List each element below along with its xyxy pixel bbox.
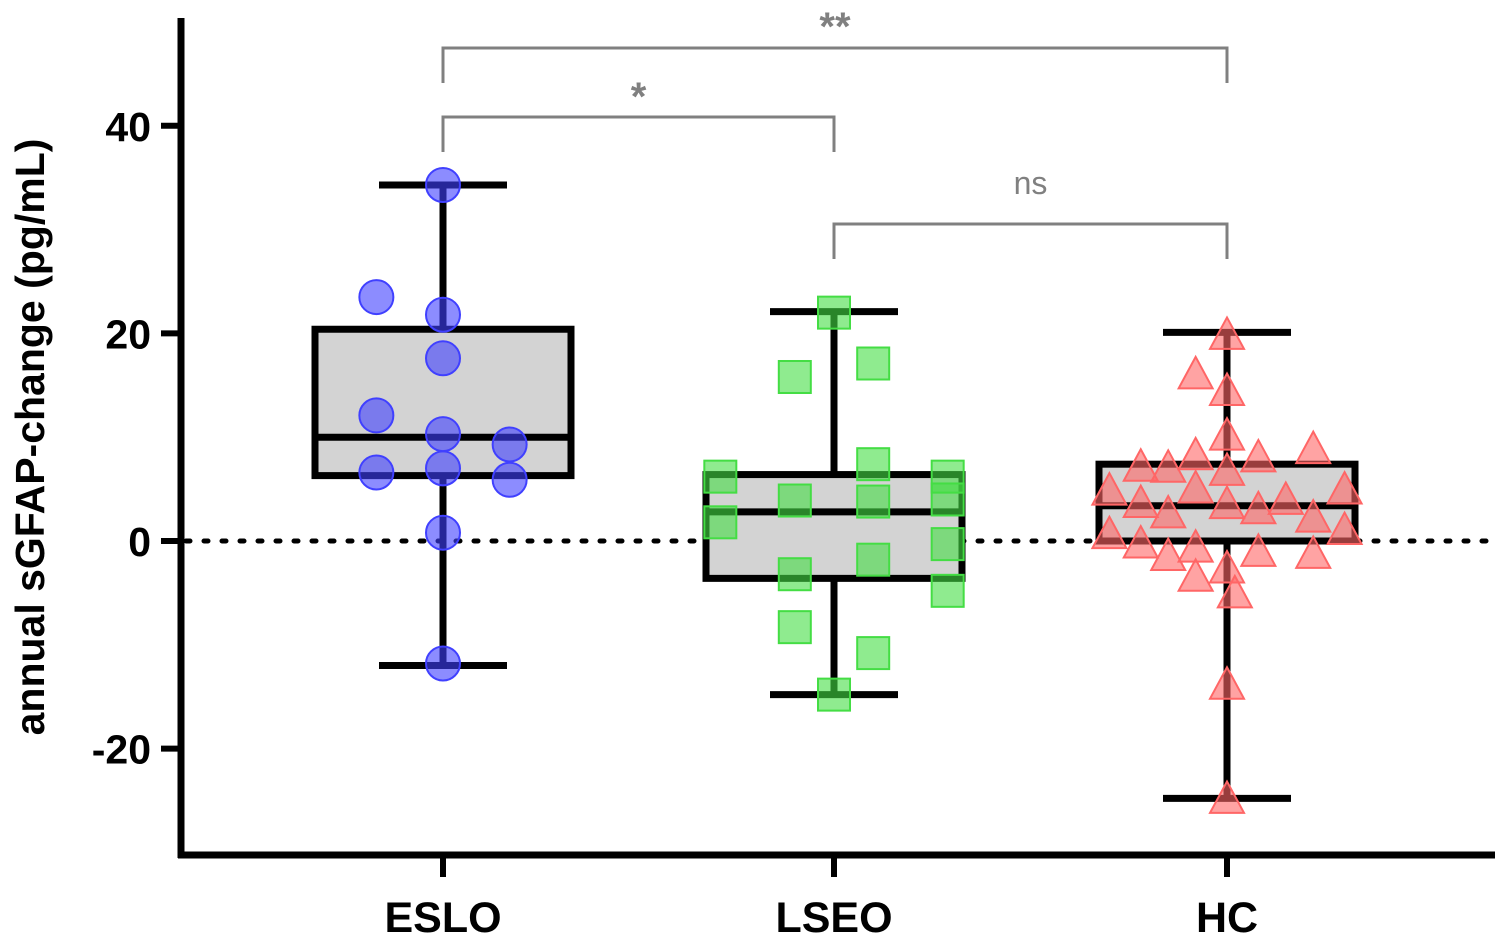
point-lseo [930, 527, 965, 562]
y-tick-label: -20 [92, 727, 151, 773]
y-tick-label: 40 [105, 104, 151, 150]
point-hc [1208, 416, 1246, 451]
bracket-eslo-lseo [441, 115, 836, 152]
bracket-eslo-hc [441, 46, 1229, 83]
point-hc [1294, 498, 1332, 533]
bracket-lseo-hc [832, 222, 1229, 259]
point-lseo [856, 542, 891, 577]
point-lseo [856, 636, 891, 671]
point-hc [1216, 573, 1254, 609]
point-hc [1208, 779, 1246, 814]
point-hc [1208, 665, 1246, 700]
point-eslo [358, 454, 395, 491]
significance-label: ** [819, 5, 851, 49]
point-eslo [425, 166, 461, 203]
y-axis-label: annual sGFAP-change (pg/mL) [7, 139, 53, 736]
y-tick-label: 20 [105, 311, 151, 357]
point-hc [1239, 489, 1278, 525]
x-tick-label: HC [1196, 894, 1258, 940]
point-lseo [777, 359, 812, 394]
axes: -20 0 20 40 ESLO LSEO HC [92, 18, 1495, 940]
point-hc [1176, 468, 1215, 504]
point-eslo [425, 416, 461, 453]
point-hc [1208, 548, 1246, 584]
point-eslo [425, 296, 461, 333]
point-hc [1208, 315, 1246, 350]
point-hc [1239, 437, 1278, 473]
x-tick-label: ESLO [384, 894, 501, 940]
y-tick-label: 0 [128, 519, 151, 565]
point-eslo [358, 397, 395, 434]
point-lseo [777, 557, 812, 592]
point-hc [1122, 483, 1160, 519]
point-lseo [856, 484, 891, 519]
point-eslo [491, 426, 528, 463]
point-lseo [703, 505, 738, 540]
point-lseo [777, 610, 812, 645]
point-hc [1208, 484, 1246, 520]
point-hc [1149, 493, 1187, 529]
iqr-box [702, 471, 966, 582]
point-hc [1294, 534, 1332, 569]
point-lseo [703, 459, 738, 494]
point-eslo [491, 461, 528, 498]
point-lseo [930, 573, 965, 608]
point-lseo [856, 447, 891, 482]
point-hc [1090, 471, 1129, 506]
point-lseo [930, 482, 965, 517]
point-hc [1294, 429, 1332, 465]
point-eslo [425, 514, 461, 551]
data-points [358, 166, 1364, 814]
point-lseo [817, 295, 851, 330]
point-lseo [817, 677, 851, 712]
point-hc [1239, 532, 1278, 567]
point-hc [1149, 536, 1187, 571]
point-hc [1325, 469, 1364, 505]
point-lseo [856, 346, 891, 381]
x-tick-label: LSEO [775, 894, 892, 940]
point-hc [1176, 435, 1215, 471]
point-lseo [777, 483, 812, 518]
point-hc [1176, 557, 1215, 592]
point-hc [1122, 523, 1160, 559]
point-hc [1208, 371, 1246, 406]
point-hc [1149, 448, 1187, 483]
point-eslo [358, 279, 395, 316]
significance-brackets: ***ns [441, 5, 1229, 259]
point-hc [1267, 480, 1305, 515]
point-hc [1176, 354, 1215, 390]
point-eslo [425, 450, 461, 487]
point-hc [1090, 514, 1129, 550]
box-lseo [702, 308, 966, 699]
point-eslo [425, 340, 461, 377]
significance-label: ns [1014, 165, 1048, 201]
point-eslo [425, 645, 461, 682]
significance-label: * [631, 75, 647, 119]
point-hc [1325, 510, 1364, 546]
point-hc [1122, 447, 1160, 482]
